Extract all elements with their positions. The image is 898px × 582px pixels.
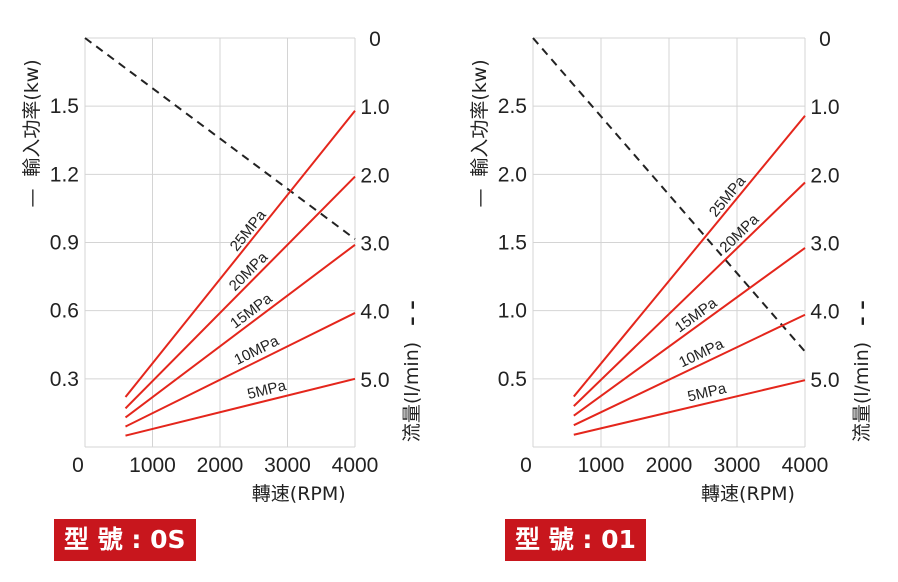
model-badge: 型 號 : 01 — [505, 519, 646, 561]
right-tick-label: 1.0 — [360, 96, 389, 119]
x-tick-label: 4000 — [332, 454, 379, 477]
left-tick-label: 0.9 — [50, 232, 79, 255]
left-tick-label: 2.0 — [498, 163, 527, 186]
chart-panel: 0 1000 2000 3000 4000 0.3 0.6 0.9 1.2 1.5 0 1.0 2.0 3… — [21, 28, 423, 505]
right-tick-label: 2.0 — [360, 164, 389, 187]
x-tick-label: 4000 — [782, 454, 829, 477]
right-tick-label: 1.0 — [810, 96, 839, 119]
power-line — [125, 377, 356, 437]
power-legend-mark: — — [21, 189, 43, 208]
x-tick-label: 0 — [520, 454, 532, 477]
flow-line — [84, 37, 356, 240]
x-axis-title: 轉速(RPM) — [701, 483, 795, 505]
power-line — [573, 379, 806, 436]
series-label: 25MPa — [227, 206, 270, 254]
x-tick-label: 1000 — [129, 454, 176, 477]
series-label: 5MPa — [686, 380, 729, 406]
left-tick-label: 0.5 — [498, 368, 527, 391]
x-tick-label: 1000 — [578, 454, 625, 477]
right-tick-label: 0 — [369, 28, 381, 51]
chart-panel: 0 1000 2000 3000 4000 0.5 1.0 1.5 2.0 2.5 0 1.0 2.0 3… — [469, 28, 873, 505]
x-axis-title: 轉速(RPM) — [252, 483, 346, 505]
model-badge: 型 號 : 0S — [54, 519, 196, 561]
x-tick-label: 2000 — [646, 454, 693, 477]
left-axis-title: 輸入功率(kw) — [469, 59, 491, 176]
series-label: 25MPa — [706, 172, 750, 220]
left-tick-label: 1.2 — [50, 163, 79, 186]
series-label: 10MPa — [232, 332, 283, 369]
right-tick-label: 4.0 — [360, 301, 389, 324]
right-tick-label: 2.0 — [810, 164, 839, 187]
power-legend-mark: — — [469, 189, 491, 208]
x-tick-label: 2000 — [197, 454, 244, 477]
right-axis-title: 流量(l/min) — [851, 342, 873, 442]
flow-legend-mark: – – — [401, 300, 423, 326]
right-tick-label: 5.0 — [810, 369, 839, 392]
series-label: 10MPa — [676, 335, 727, 371]
power-line — [573, 181, 806, 407]
series-label: 20MPa — [226, 248, 272, 294]
right-axis-title: 流量(l/min) — [401, 342, 423, 442]
right-tick-label: 0 — [819, 28, 831, 51]
left-tick-label: 0.6 — [50, 300, 79, 323]
right-tick-label: 3.0 — [810, 233, 839, 256]
series-label: 5MPa — [246, 377, 289, 403]
power-line — [573, 247, 806, 417]
right-tick-label: 4.0 — [810, 301, 839, 324]
power-line — [124, 110, 356, 398]
x-tick-label: 0 — [72, 454, 84, 477]
right-tick-label: 5.0 — [360, 369, 389, 392]
power-line — [573, 115, 806, 398]
left-tick-label: 0.3 — [50, 368, 79, 391]
left-tick-label: 1.5 — [50, 95, 79, 118]
flow-legend-mark: – – — [851, 300, 873, 326]
x-tick-label: 3000 — [714, 454, 761, 477]
right-tick-label: 3.0 — [360, 233, 389, 256]
left-axis-title: 輸入功率(kw) — [21, 59, 43, 176]
series-label: 20MPa — [716, 211, 762, 257]
left-tick-label: 2.5 — [498, 95, 527, 118]
x-tick-label: 3000 — [264, 454, 311, 477]
power-line — [124, 175, 356, 410]
left-tick-label: 1.0 — [498, 300, 527, 323]
left-tick-label: 1.5 — [498, 232, 527, 255]
power-line — [125, 312, 356, 428]
power-line — [124, 243, 356, 419]
power-line — [573, 313, 806, 427]
